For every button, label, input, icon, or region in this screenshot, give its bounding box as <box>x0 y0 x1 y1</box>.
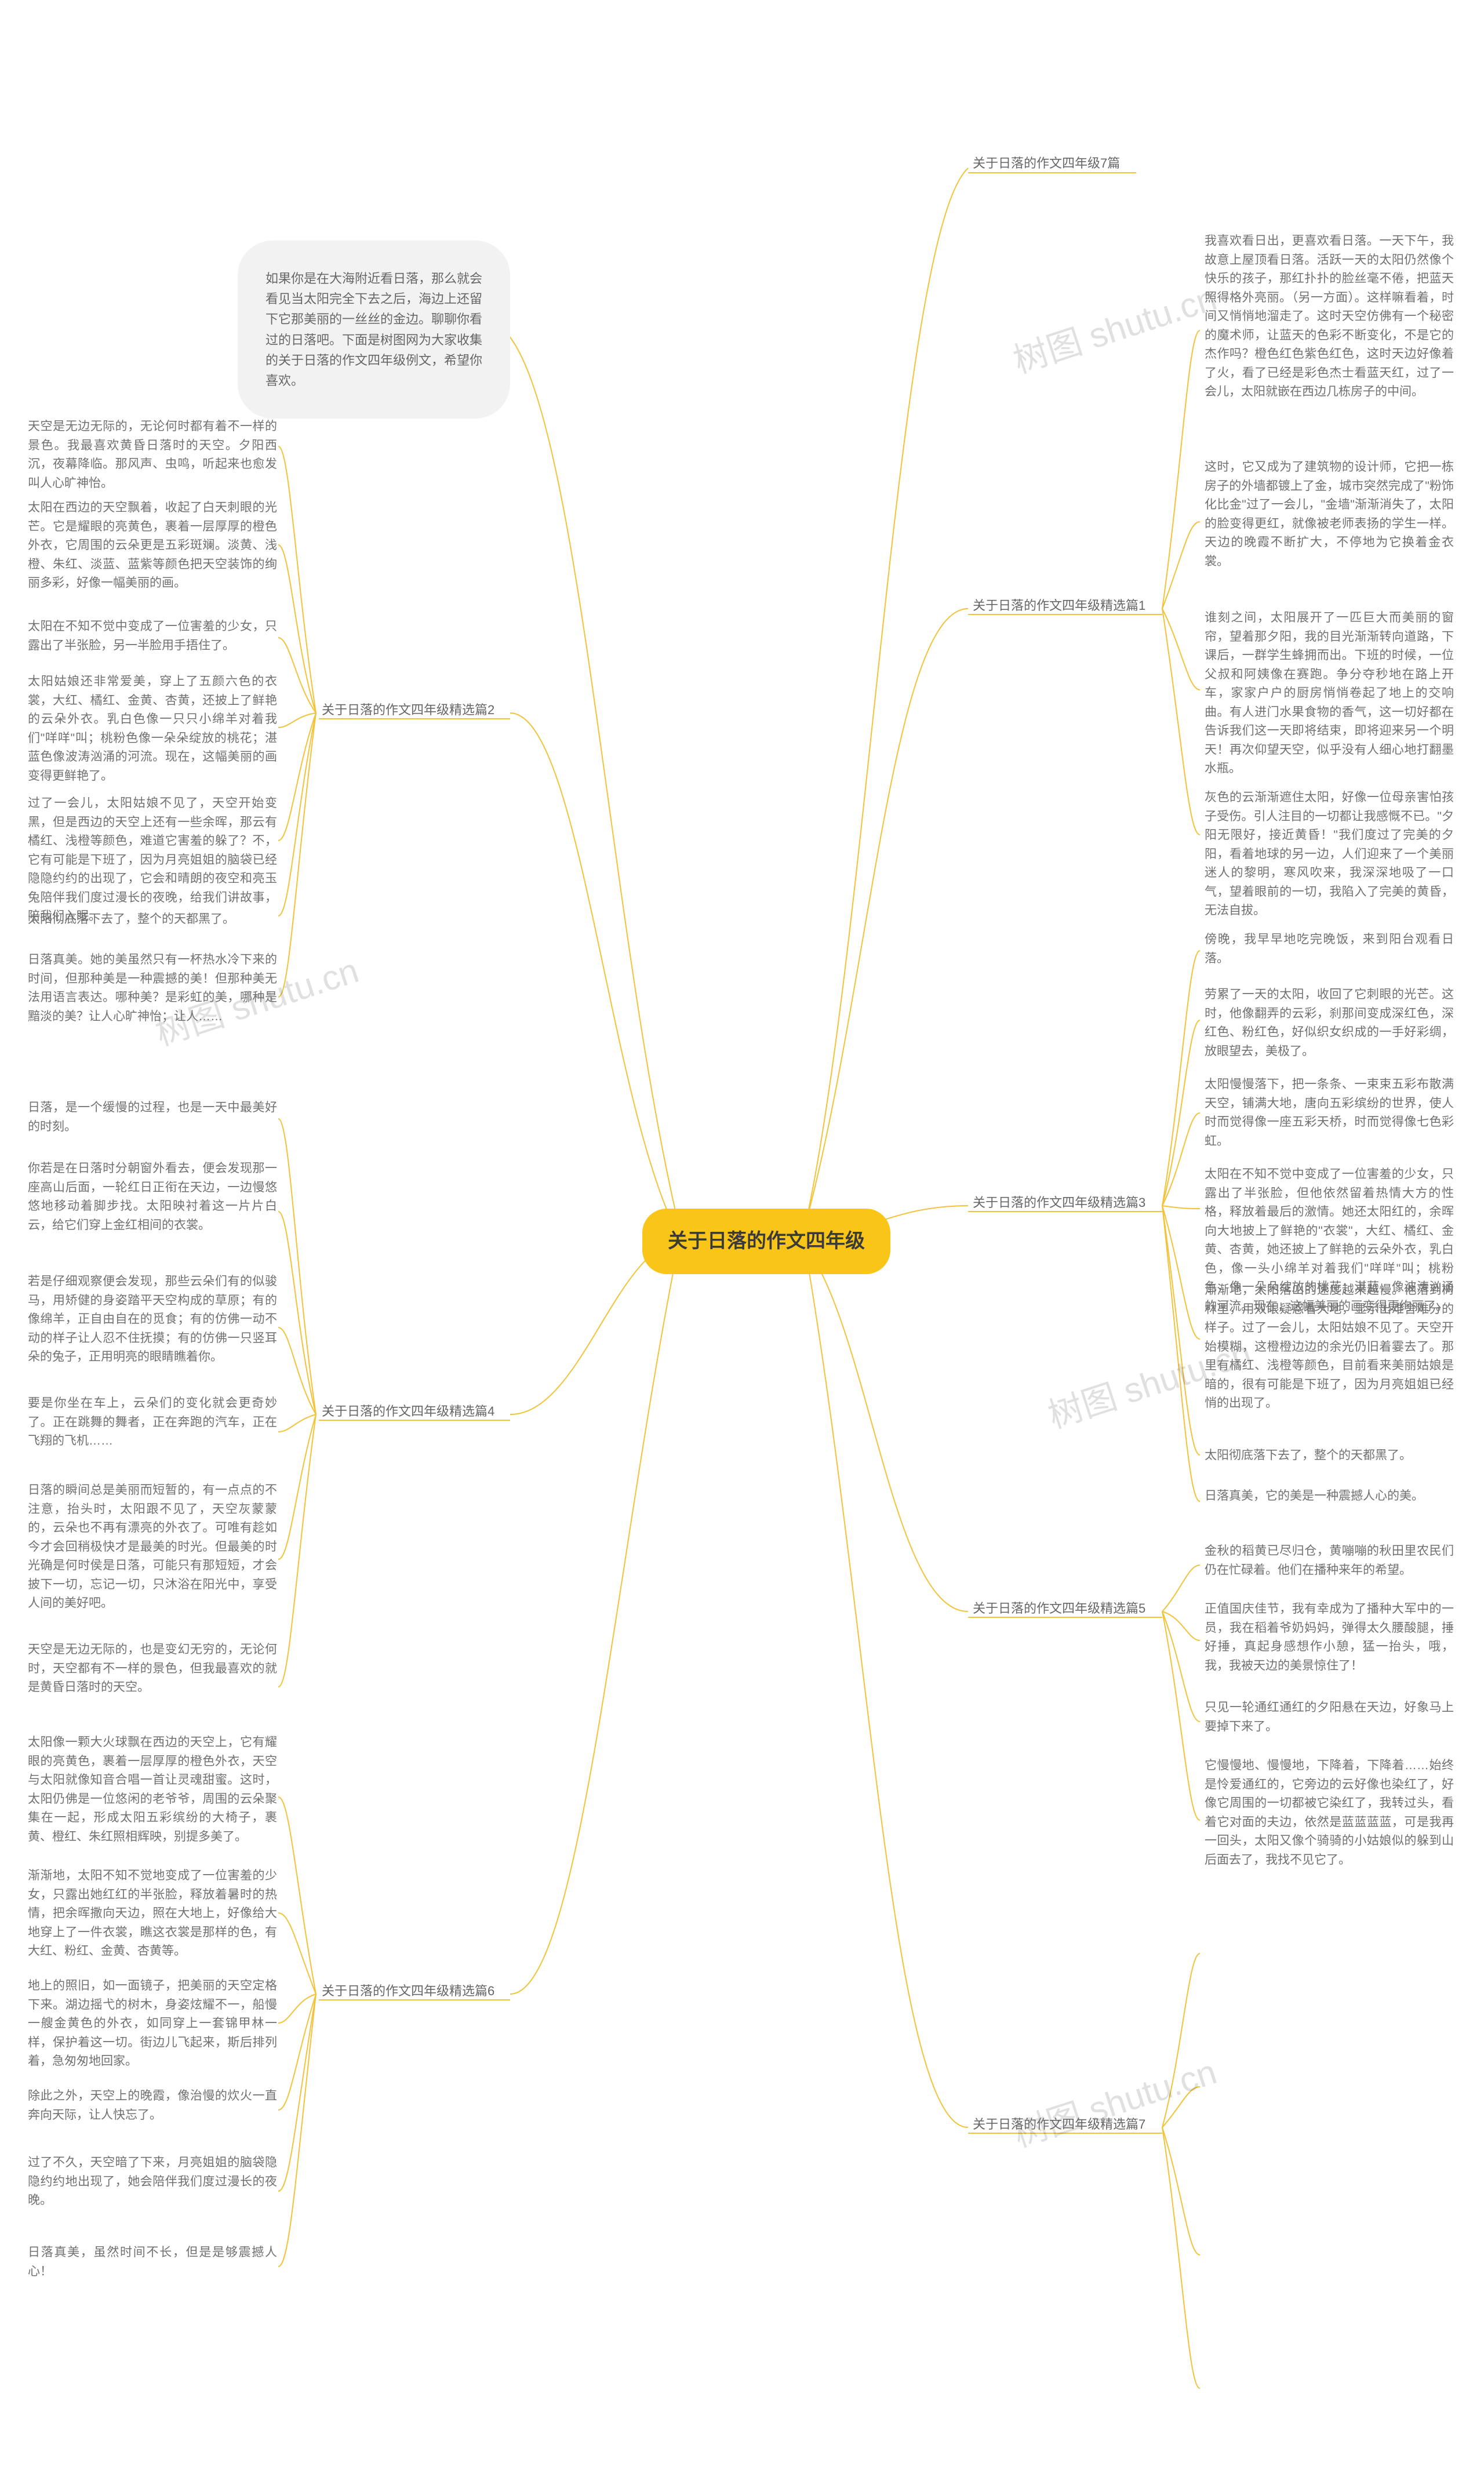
branch-right-1: 关于日落的作文四年级精选篇1 <box>973 596 1145 616</box>
branch-left-2: 关于日落的作文四年级精选篇2 <box>322 700 494 720</box>
leaf-r3-2: 太阳慢慢落下，把一条条、一束束五彩布散满天空，铺满大地，唐向五彩缤纷的世界，使人… <box>1205 1075 1454 1151</box>
leaf-r5-3: 它慢慢地、慢慢地，下降着，下降着……始终是怜爱通红的，它旁边的云好像也染红了，好… <box>1205 1756 1454 1869</box>
leaf-l4-0: 日落，是一个缓慢的过程，也是一天中最美好的时刻。 <box>28 1098 277 1136</box>
leaf-l6-3: 除此之外，天空上的晚霞，像治慢的炊火一直奔向天际，让人快忘了。 <box>28 2087 277 2125</box>
watermark: 树图 shutu.cn <box>1006 2044 1222 2157</box>
leaf-r3-6: 日落真美，它的美是一种震撼人心的美。 <box>1205 1487 1454 1506</box>
branch-left-4: 关于日落的作文四年级精选篇4 <box>322 1402 494 1421</box>
leaf-r3-4: 渐渐地，太阳落山的速度越来越慢。他落到树林里，用双眼疑惑看大地，显示出难舍难分的… <box>1205 1281 1454 1413</box>
branch-right-5: 关于日落的作文四年级精选篇5 <box>973 1599 1145 1618</box>
leaf-l2-0: 天空是无边无际的，无论何时都有着不一样的景色。我最喜欢黄昏日落时的天空。夕阳西沉… <box>28 417 277 493</box>
branch-right-7: 关于日落的作文四年级精选篇7 <box>973 2115 1145 2134</box>
center-node: 关于日落的作文四年级 <box>642 1209 890 1274</box>
leaf-l2-4: 过了一会儿，太阳姑娘不见了，天空开始变黑，但是西边的天空上还有一些余晖，那云有橘… <box>28 794 277 926</box>
leaf-r1-1: 这时，它又成为了建筑物的设计师，它把一栋房子的外墙都镀上了金，城市突然完成了"粉… <box>1205 458 1454 571</box>
intro-bubble: 如果你是在大海附近看日落，那么就会看见当太阳完全下去之后，海边上还留下它那美丽的… <box>238 241 510 419</box>
branch-right-3: 关于日落的作文四年级精选篇3 <box>973 1193 1145 1213</box>
leaf-l6-2: 地上的照旧，如一面镜子，把美丽的天空定格下来。湖边摇弋的树木，身姿炫耀不一，船慢… <box>28 1977 277 2071</box>
leaf-l2-3: 太阳姑娘还非常爱美，穿上了五颜六色的衣裳，大红、橘红、金黄、杏黄，还披上了鲜艳的… <box>28 672 277 785</box>
leaf-r3-5: 太阳彻底落下去了，整个的天都黑了。 <box>1205 1446 1454 1465</box>
leaf-l4-3: 要是你坐在车上，云朵们的变化就会更奇妙了。正在跳舞的舞者，正在奔跑的汽车，正在飞… <box>28 1394 277 1451</box>
leaf-l6-5: 日落真美，虽然时间不长，但是是够震撼人心！ <box>28 2243 277 2281</box>
leaf-r1-3: 灰色的云渐渐遮住太阳，好像一位母亲害怕孩子受伤。引人注目的一切都让我感慨不已。"… <box>1205 788 1454 921</box>
leaf-l4-1: 你若是在日落时分朝窗外看去，便会发现那一座高山后面，一轮红日正衔在天边，一边慢悠… <box>28 1159 277 1235</box>
leaf-l2-1: 太阳在西边的天空飘着，收起了白天刺眼的光芒。它是耀眼的亮黄色，裹着一层厚厚的橙色… <box>28 499 277 593</box>
watermark: 树图 shutu.cn <box>1006 270 1222 383</box>
branch-left-6: 关于日落的作文四年级精选篇6 <box>322 1981 494 2001</box>
leaf-l2-6: 日落真美。她的美虽然只有一杯热水冷下来的时间，但那种美是一种震撼的美！但那种美无… <box>28 951 277 1026</box>
leaf-r5-2: 只见一轮通红通红的夕阳悬在天边，好象马上要掉下来了。 <box>1205 1698 1454 1736</box>
branch-right-top: 关于日落的作文四年级7篇 <box>973 154 1120 173</box>
leaf-l4-4: 日落的瞬间总是美丽而短暂的，有一点点的不注意，抬头时，太阳跟不见了，天空灰蒙蒙的… <box>28 1481 277 1613</box>
leaf-r5-0: 金秋的稻黄已尽归仓，黄嘣嘣的秋田里农民们仍在忙碌着。他们在播种来年的希望。 <box>1205 1542 1454 1580</box>
leaf-r5-1: 正值国庆佳节，我有幸成为了播种大军中的一员，我在稻着爷奶妈妈，弹得太久腰酸腿，捶… <box>1205 1600 1454 1675</box>
leaf-l6-1: 渐渐地，太阳不知不觉地变成了一位害羞的少女，只露出她红红的半张脸，释放着暑时的热… <box>28 1867 277 1961</box>
leaf-l2-2: 太阳在不知不觉中变成了一位害羞的少女，只露出了半张脸，另一半脸用手捂住了。 <box>28 617 277 655</box>
leaf-r1-0: 我喜欢看日出，更喜欢看日落。一天下午，我故意上屋顶看日落。活跃一天的太阳仍然像个… <box>1205 232 1454 402</box>
leaf-r3-0: 傍晚，我早早地吃完晚饭，来到阳台观看日落。 <box>1205 930 1454 968</box>
leaf-l4-5: 天空是无边无际的，也是变幻无穷的，无论何时，天空都有不一样的景色，但我最喜欢的就… <box>28 1640 277 1697</box>
leaf-l6-4: 过了不久，天空暗了下来，月亮姐姐的脑袋隐隐约约地出现了，她会陪伴我们度过漫长的夜… <box>28 2153 277 2210</box>
leaf-r3-1: 劳累了一天的太阳，收回了它刺眼的光芒。这时，他像翻弄的云彩，刹那间变成深红色，深… <box>1205 985 1454 1061</box>
leaf-r1-2: 谁刻之间，太阳展开了一匹巨大而美丽的窗帘，望着那夕阳，我的目光渐渐转向道路，下课… <box>1205 609 1454 779</box>
leaf-l4-2: 若是仔细观察便会发现，那些云朵们有的似骏马，用矫健的身姿踏平天空构成的草原；有的… <box>28 1272 277 1367</box>
leaf-l6-0: 太阳像一颗大火球飘在西边的天空上，它有耀眼的亮黄色，裹着一层厚厚的橙色外衣，天空… <box>28 1733 277 1846</box>
leaf-l2-5: 太阳彻底落下去了，整个的天都黑了。 <box>28 910 277 929</box>
